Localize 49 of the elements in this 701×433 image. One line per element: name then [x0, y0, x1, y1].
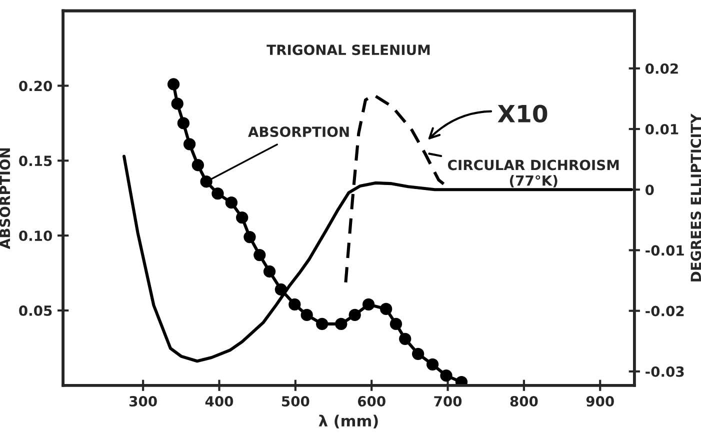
point: [426, 358, 439, 370]
point: [167, 78, 180, 90]
annotation: ABSORPTION: [248, 126, 349, 138]
point: [412, 348, 424, 360]
point: [254, 248, 266, 262]
point: [348, 308, 361, 322]
point: [263, 265, 276, 278]
x-tick-label: 300: [130, 396, 157, 407]
point: [316, 318, 328, 330]
annotation: CIRCULAR DICHROISM (77°K): [448, 160, 619, 188]
annotation: X10: [498, 104, 548, 123]
y2-tick-label: 0.01: [645, 124, 678, 134]
point: [200, 176, 212, 188]
point: [225, 196, 238, 209]
point: [380, 302, 392, 316]
point: [183, 138, 196, 150]
y2-tick-label: -0.02: [646, 306, 684, 316]
text: TRIGONAL SELENIUM: [266, 44, 430, 56]
point: [212, 188, 224, 200]
y-tick-label: 0.10: [19, 230, 52, 242]
point: [288, 298, 301, 311]
point: [244, 230, 256, 244]
point: [362, 298, 375, 311]
x-tick-label: 500: [282, 396, 310, 407]
y2-tick-label: 0.02: [645, 63, 678, 74]
y2-tick-label: 0: [645, 184, 654, 196]
y2-tick-label: -0.01: [646, 245, 684, 256]
y-tick-label: 0.05: [19, 305, 52, 316]
point: [274, 283, 288, 296]
x-axis-title: λ (mm): [318, 414, 378, 428]
point: [300, 308, 313, 322]
x-tick-label: 800: [510, 396, 538, 407]
x-tick-label: 700: [434, 396, 462, 407]
x-tick-label: 600: [358, 396, 386, 407]
point: [399, 332, 412, 345]
point: [177, 117, 190, 130]
y-tick-label: 0.20: [19, 80, 52, 92]
point: [440, 370, 452, 382]
y2-tick-label: -0.03: [646, 366, 684, 377]
y2-axis-title: DEGREES ELLIPTICITY: [690, 113, 701, 282]
point: [390, 318, 402, 330]
x-tick-label: 900: [586, 396, 614, 407]
point: [335, 318, 348, 330]
y-tick-label: 0.15: [19, 156, 52, 166]
x-tick-label: 400: [205, 396, 234, 407]
y-axis-title: ABSORPTION: [0, 148, 10, 250]
point: [236, 212, 248, 224]
point: [192, 159, 204, 172]
point: [171, 98, 184, 110]
